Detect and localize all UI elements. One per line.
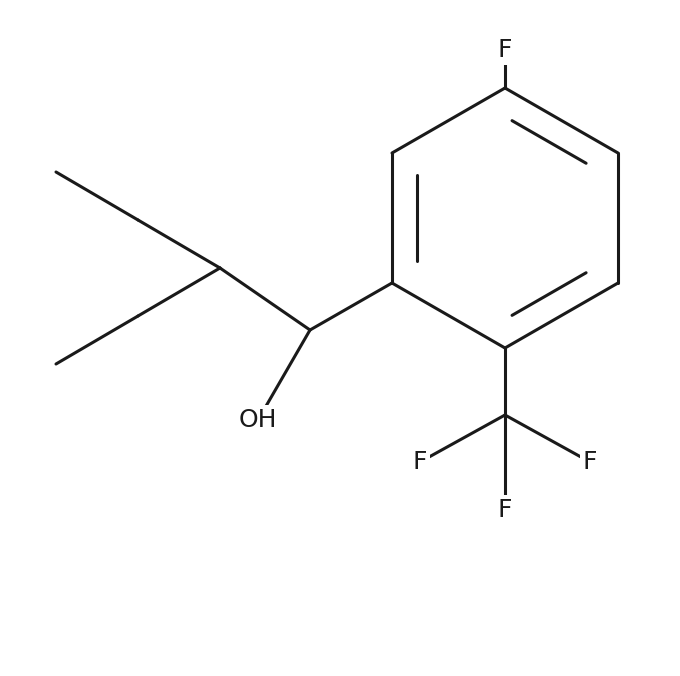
Text: F: F	[413, 450, 427, 474]
Text: F: F	[498, 498, 512, 522]
Text: F: F	[583, 450, 597, 474]
Text: OH: OH	[239, 408, 277, 432]
Text: F: F	[498, 38, 512, 62]
